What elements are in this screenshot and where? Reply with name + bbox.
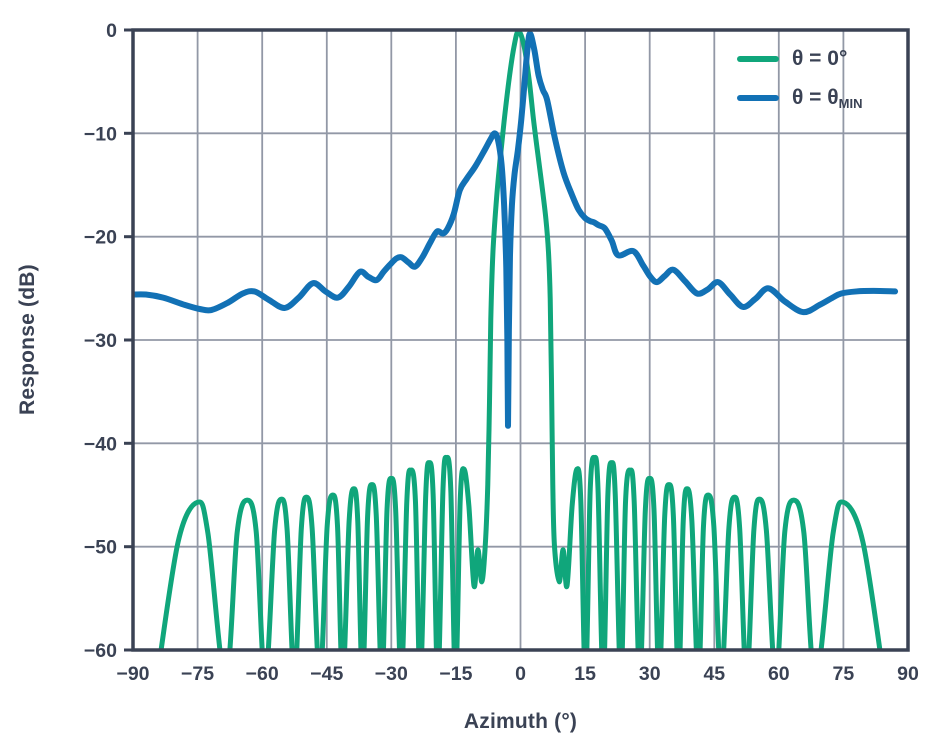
svg-text:90: 90 <box>897 663 919 685</box>
svg-text:−30: −30 <box>84 330 117 352</box>
svg-text:−20: −20 <box>84 227 117 249</box>
legend: θ = 0° θ = θMIN <box>737 44 862 113</box>
y-axis-ticks <box>124 28 133 652</box>
svg-text:−30: −30 <box>375 663 408 685</box>
svg-text:−40: −40 <box>84 433 117 455</box>
legend-item-theta-0: θ = 0° <box>737 44 862 74</box>
svg-text:−60: −60 <box>84 640 117 662</box>
legend-swatch-blue <box>737 95 779 101</box>
y-tick-labels: 0 −10 −20 −30 −40 −50 −60 <box>84 20 117 662</box>
legend-swatch-green <box>737 56 779 62</box>
svg-text:−50: −50 <box>84 537 117 559</box>
svg-text:−90: −90 <box>116 663 149 685</box>
svg-text:−60: −60 <box>246 663 279 685</box>
svg-text:60: 60 <box>768 663 790 685</box>
legend-label: θ = 0° <box>792 46 848 70</box>
svg-text:−45: −45 <box>310 663 343 685</box>
y-axis-title: Response (dB) <box>16 264 39 416</box>
svg-text:45: 45 <box>703 663 725 685</box>
svg-text:15: 15 <box>574 663 596 685</box>
series-curve-theta-0 <box>158 30 883 650</box>
svg-text:−10: −10 <box>84 123 117 145</box>
svg-text:−75: −75 <box>181 663 214 685</box>
svg-text:−15: −15 <box>439 663 472 685</box>
svg-text:0: 0 <box>106 20 117 42</box>
svg-text:30: 30 <box>639 663 661 685</box>
legend-item-theta-min: θ = θMIN <box>737 83 862 113</box>
x-axis-title: Azimuth (°) <box>463 710 578 733</box>
svg-text:0: 0 <box>515 663 526 685</box>
series-curve-theta-min <box>133 30 899 429</box>
legend-label: θ = θMIN <box>792 85 863 111</box>
x-tick-labels: −90 −75 −60 −45 −30 −15 0 15 30 45 60 75 90 <box>116 663 919 685</box>
svg-text:75: 75 <box>833 663 855 685</box>
